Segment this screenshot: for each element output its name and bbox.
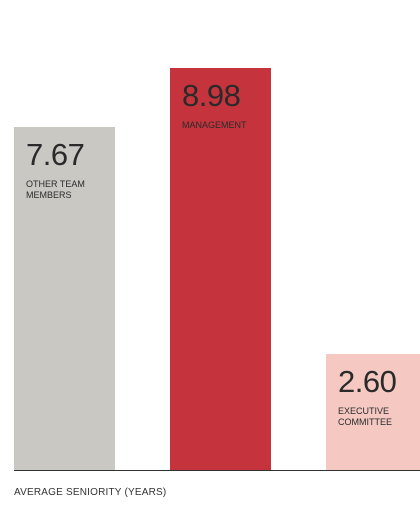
bar: 7.67 OTHER TEAM MEMBERS — [14, 126, 115, 470]
value-label: 8.98 — [182, 78, 241, 113]
x-axis-label: AVERAGE SENIORITY (YEARS) — [14, 487, 167, 498]
category-label: MANAGEMENT — [182, 120, 247, 130]
value-label: 2.60 — [338, 363, 397, 399]
category-label: OTHER TEAM MEMBERS — [26, 178, 85, 200]
value-label: 7.67 — [26, 136, 85, 172]
category-label: EXECUTIVE COMMITTEE — [338, 405, 392, 427]
bar: 8.98 MANAGEMENT — [170, 68, 271, 470]
baseline — [14, 470, 420, 471]
bar: 2.60 EXECUTIVE COMMITTEE — [326, 353, 420, 470]
